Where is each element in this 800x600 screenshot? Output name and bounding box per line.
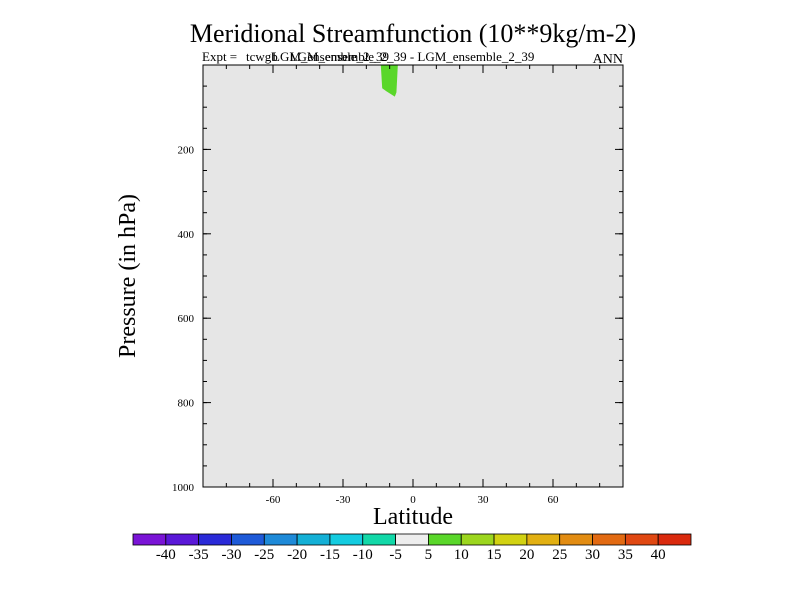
colorbar-label: -15 <box>320 547 340 563</box>
colorbar-swatch <box>362 533 396 546</box>
chart-title: Meridional Streamfunction (10**9kg/m-2) <box>190 19 636 48</box>
colorbar-swatch <box>624 533 659 546</box>
colorbar-swatch <box>231 533 265 546</box>
colorbar-label: -40 <box>156 547 176 563</box>
colorbar-swatch <box>428 533 462 546</box>
y-tick-label: 600 <box>178 313 195 325</box>
colorbar-swatch <box>559 533 593 546</box>
x-tick-label: -30 <box>336 494 351 506</box>
colorbar-label: -5 <box>389 547 402 563</box>
colorbar-swatch <box>460 533 495 546</box>
colorbar-swatch <box>526 533 561 546</box>
subtitle-left-name-2: LGM_ensemble_2_39 <box>272 49 389 64</box>
colorbar-label: 35 <box>618 547 633 563</box>
subtitle-left-name-1: tcwgb <box>246 49 278 64</box>
y-tick-label: 400 <box>178 229 195 241</box>
colorbar-label: 25 <box>552 547 567 563</box>
colorbar-swatch <box>132 533 167 546</box>
colorbar-swatch <box>395 533 429 546</box>
plot-area: -60 -30 0 30 60 200 400 600 800 1000 <box>172 64 624 506</box>
colorbar-swatch <box>296 533 331 546</box>
x-axis-label: Latitude <box>373 504 453 530</box>
colorbar-label: -35 <box>189 547 209 563</box>
colorbar-swatch <box>493 533 528 546</box>
colorbar-label: 15 <box>487 547 502 563</box>
colorbar: -40 -35 -30 -25 -20 -15 -10 -5 5 10 15 20 25 30 35 40 <box>132 533 692 563</box>
y-tick-label: 800 <box>178 398 195 410</box>
plot-background <box>203 65 623 487</box>
colorbar-label: -25 <box>254 547 274 563</box>
y-tick-label: 1000 <box>172 482 195 494</box>
x-tick-label: 30 <box>478 494 490 506</box>
subtitle-center: LGM_ensemble_2_39 - LGM_ensemble_2_39 <box>290 49 535 64</box>
colorbar-label: 5 <box>425 547 433 563</box>
x-tick-label: 60 <box>548 494 560 506</box>
colorbar-swatch <box>657 533 692 546</box>
x-tick-label: 0 <box>410 494 416 506</box>
positive-anomaly-patch <box>380 65 398 97</box>
colorbar-label: 40 <box>651 547 666 563</box>
subtitle-right: ANN <box>593 52 623 67</box>
colorbar-label: 30 <box>585 547 600 563</box>
colorbar-swatch <box>592 533 626 546</box>
colorbar-label: 20 <box>519 547 534 563</box>
colorbar-swatch <box>329 533 364 546</box>
colorbar-label: -20 <box>287 547 307 563</box>
colorbar-swatch <box>198 533 232 546</box>
y-axis-label: Pressure (in hPa) <box>115 194 141 358</box>
x-tick-label: -60 <box>266 494 281 506</box>
colorbar-label: 10 <box>454 547 469 563</box>
y-tick-label: 200 <box>178 144 195 156</box>
colorbar-label: -10 <box>353 547 373 563</box>
colorbar-swatch <box>165 533 200 546</box>
colorbar-swatch <box>263 533 298 546</box>
colorbar-label: -30 <box>221 547 241 563</box>
subtitle-left-prefix: Expt = <box>202 49 240 64</box>
